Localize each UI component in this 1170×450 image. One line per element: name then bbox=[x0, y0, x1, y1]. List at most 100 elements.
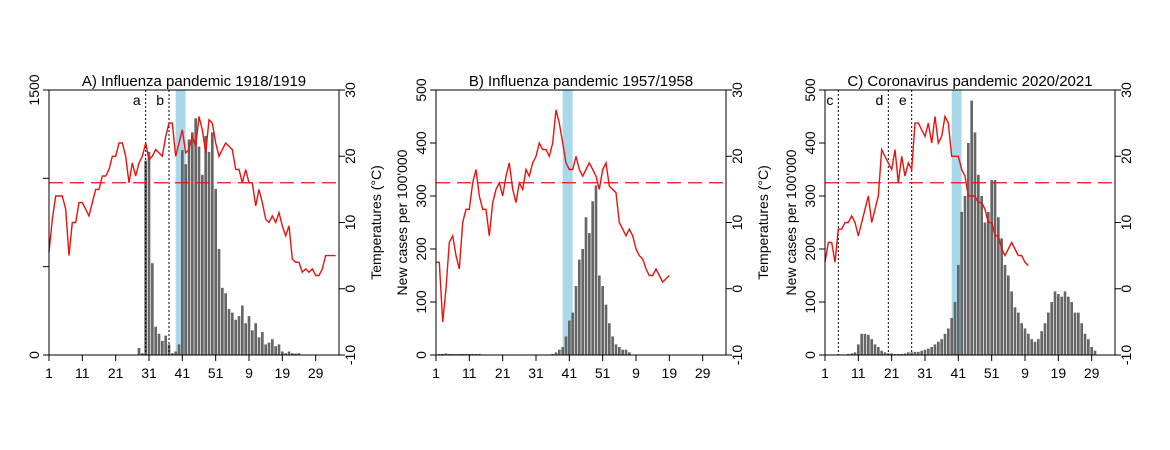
panel-b: 1 11 21 31 41 51 9 19 290100200300400500-1001020… bbox=[394, 73, 771, 381]
panel-c-bar bbox=[970, 100, 973, 355]
panel-c-bar bbox=[847, 353, 850, 355]
panel-b-bar bbox=[581, 249, 584, 355]
panel-c-bar bbox=[943, 333, 947, 355]
panel-a-bar bbox=[184, 164, 187, 355]
panel-c-y2-tick-label: 0 bbox=[1118, 285, 1134, 293]
panel-a-x-tick-label: 51 bbox=[208, 365, 224, 381]
panel-b-y-tick-label: 300 bbox=[413, 184, 429, 208]
panel-c-bar bbox=[1013, 307, 1017, 355]
panel-c-axes: 1 11 21 31 41 51 9 19 290100200300400500-1001020… bbox=[802, 78, 1134, 381]
panel-b-bar bbox=[601, 286, 604, 355]
panel-a-bar bbox=[251, 330, 254, 355]
panel-a-y2-tick-label: 0 bbox=[342, 285, 358, 293]
panel-c-y2-tick-label: 30 bbox=[1118, 82, 1134, 98]
panel-c-bar bbox=[990, 180, 993, 355]
panel-b-axes: 1 11 21 31 41 51 9 19 290100200300400500-1001020… bbox=[413, 78, 745, 381]
panel-c-x-tick-label: 29 bbox=[1084, 365, 1100, 381]
panel-a-marker-label: b bbox=[156, 92, 164, 108]
panel-b-y-tick-label: 500 bbox=[413, 78, 429, 102]
panel-a-bar bbox=[271, 339, 274, 355]
panel-b-bar bbox=[564, 336, 568, 355]
panel-b-ylabel-right: Temperatures (°C) bbox=[755, 165, 771, 280]
panel-a-bar bbox=[277, 344, 281, 355]
panel-a-bar bbox=[137, 347, 141, 355]
panel-c-bar bbox=[983, 222, 987, 355]
panel-c-bar bbox=[1080, 323, 1083, 355]
panel-a-y2-tick-label: -10 bbox=[342, 345, 358, 365]
panel-a-bar bbox=[237, 316, 241, 355]
panel-c-ylabel-left: New cases per 100'000 bbox=[783, 149, 799, 295]
panel-c-bar bbox=[873, 344, 877, 355]
panel-a-x-tick-label: 19 bbox=[275, 365, 291, 381]
panel-c-bar bbox=[1010, 291, 1013, 355]
panel-a-bar bbox=[141, 353, 144, 355]
panel-c-bar bbox=[920, 350, 923, 355]
panel-c-bar bbox=[870, 339, 873, 355]
panel-b-x-tick-label: 29 bbox=[695, 365, 711, 381]
panel-c-bar bbox=[877, 347, 880, 355]
panel-c-bar bbox=[1053, 291, 1057, 355]
panel-c-bar bbox=[890, 353, 893, 355]
panel-b-x-tick-label: 11 bbox=[462, 365, 477, 381]
panel-c-bar bbox=[953, 302, 957, 355]
panel-a-bar bbox=[167, 344, 171, 355]
panel-a-bar bbox=[154, 326, 157, 355]
panel-a-bar bbox=[194, 118, 197, 355]
panel-c-bar bbox=[1037, 339, 1040, 355]
panel-c-y2-tick-label: 10 bbox=[1118, 215, 1134, 231]
panel-c-bar bbox=[1060, 296, 1063, 355]
panel-a-bar bbox=[201, 174, 204, 355]
panel-c-bar bbox=[863, 333, 867, 355]
panel-b-ylabel-left: New cases per 100'000 bbox=[394, 149, 410, 295]
panel-a-plot-frame bbox=[48, 89, 340, 356]
panel-b-bar bbox=[628, 352, 631, 355]
panel-b-x-tick-label: 1 bbox=[432, 365, 440, 381]
panel-b-bar bbox=[464, 353, 468, 355]
panel-a-x-tick-label: 9 bbox=[245, 365, 253, 381]
panel-b-bar bbox=[611, 336, 614, 355]
panel-a-bar bbox=[254, 323, 257, 355]
panel-c-bar bbox=[1067, 296, 1070, 355]
panel-a-bar bbox=[221, 287, 224, 355]
panel-a-bar bbox=[174, 351, 177, 355]
panel-b-bar bbox=[478, 353, 481, 355]
panel-b-bar bbox=[591, 201, 594, 355]
panel-c-x-tick-label: 41 bbox=[951, 365, 967, 381]
panel-a-bar bbox=[274, 346, 277, 355]
panel-a-bar bbox=[144, 160, 147, 355]
panel-c-y-tick-label: 300 bbox=[802, 184, 818, 208]
panel-b-bar bbox=[448, 353, 451, 355]
panel-a-bar bbox=[214, 188, 217, 355]
panel-a-bar bbox=[257, 337, 261, 355]
panel-a-x-tick-label: 41 bbox=[175, 365, 191, 381]
panel-c-bar bbox=[917, 351, 920, 355]
panel-c-y-tick-label: 0 bbox=[802, 351, 818, 359]
panel-c-bar bbox=[1027, 333, 1030, 355]
panel-b-bar bbox=[474, 353, 478, 355]
panel-a-y-tick-label: 0 bbox=[26, 351, 42, 359]
panel-c-bar bbox=[1057, 294, 1060, 355]
panel-c-bar bbox=[1000, 238, 1003, 355]
panel-b-bar bbox=[461, 353, 464, 355]
panel-a-bar bbox=[177, 344, 181, 355]
panel-c-bar bbox=[1023, 328, 1027, 355]
panel-c-bar bbox=[960, 211, 963, 355]
panel-b-bar bbox=[438, 353, 441, 355]
panel-c-bar bbox=[1047, 312, 1050, 355]
panel-b-bar bbox=[598, 275, 601, 355]
panel-a-bar bbox=[281, 351, 284, 355]
panel-c-bar bbox=[967, 143, 970, 355]
panel-c-bar bbox=[963, 196, 967, 355]
panel-a-bar bbox=[227, 309, 231, 355]
panel-a-bar bbox=[244, 323, 247, 355]
panel-b-bar bbox=[578, 259, 581, 355]
panel-b-bar bbox=[471, 353, 474, 355]
panel-c-bar bbox=[1073, 312, 1077, 355]
panel-a-marker-label: a bbox=[133, 92, 141, 108]
panel-b-bar bbox=[551, 353, 554, 355]
panel-b-bar bbox=[441, 353, 444, 355]
